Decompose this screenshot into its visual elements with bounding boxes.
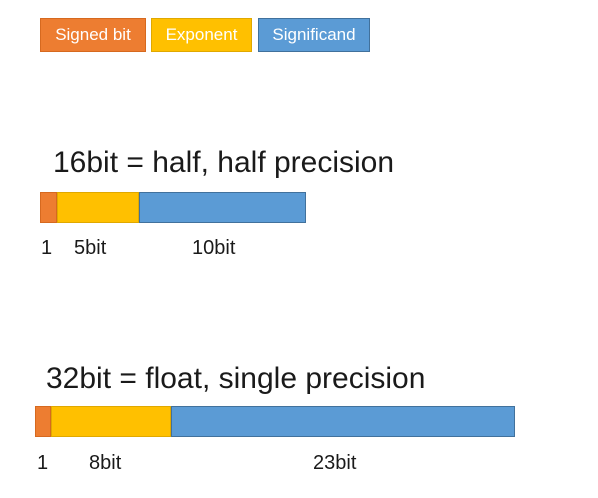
legend-signed-bit: Signed bit xyxy=(40,18,146,52)
single-precision-bar xyxy=(35,406,515,437)
legend-exponent: Exponent xyxy=(151,18,252,52)
legend-signed-bit-label: Signed bit xyxy=(55,25,131,44)
single-exponent-bits-label: 8bit xyxy=(89,452,122,474)
half-significand-bits-label: 10bit xyxy=(192,237,236,259)
half-exponent-segment xyxy=(57,192,139,223)
half-sign-bits-label: 1 xyxy=(41,237,53,259)
single-exponent-segment xyxy=(51,406,171,437)
legend-significand-label: Significand xyxy=(272,25,356,44)
legend-significand: Significand xyxy=(258,18,370,52)
half-precision-title: 16bit = half, half precision xyxy=(53,146,395,179)
single-sign-segment xyxy=(35,406,51,437)
single-precision-title: 32bit = float, single precision xyxy=(46,362,426,395)
half-significand-segment xyxy=(139,192,306,223)
half-precision-bar xyxy=(40,192,306,223)
half-exponent-bits-label: 5bit xyxy=(74,237,107,259)
single-sign-bits-label: 1 xyxy=(37,452,49,474)
legend-exponent-label: Exponent xyxy=(165,25,238,44)
single-significand-segment xyxy=(171,406,515,437)
half-sign-segment xyxy=(40,192,57,223)
single-significand-bits-label: 23bit xyxy=(313,452,357,474)
